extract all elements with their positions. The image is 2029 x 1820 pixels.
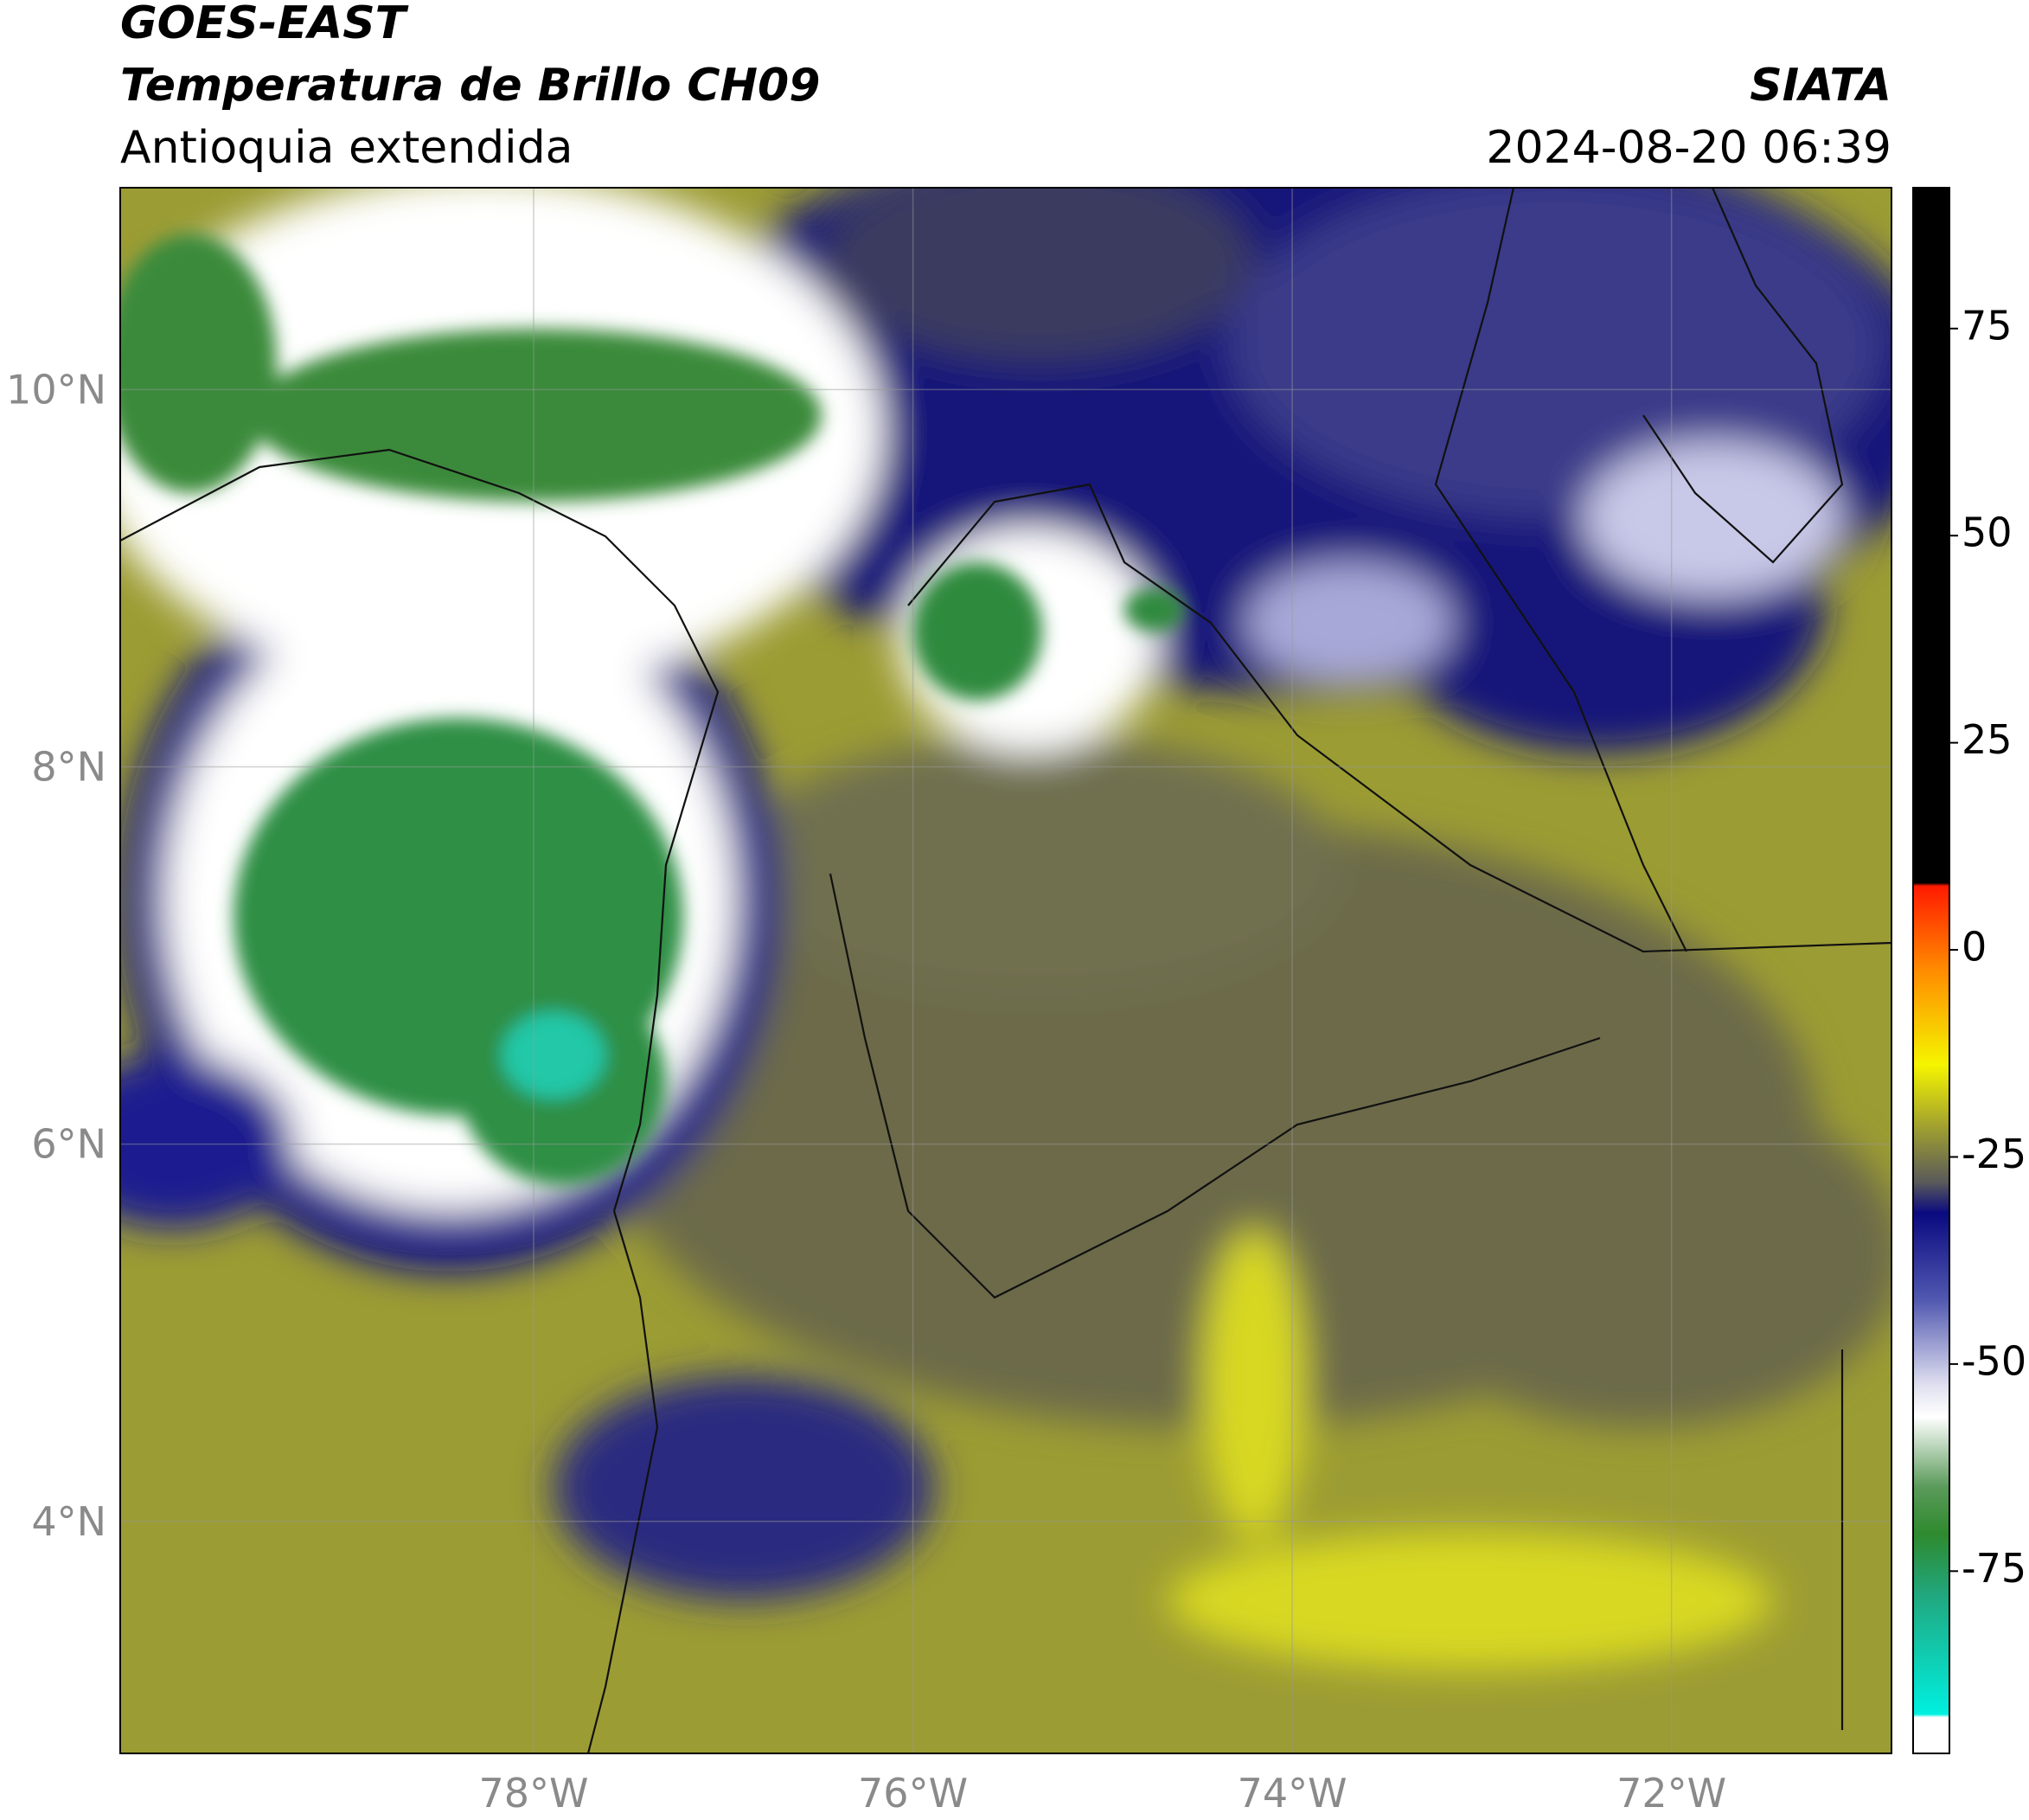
lon-tick-label: 74°W xyxy=(1238,1770,1347,1817)
colorbar-tick-label: -75 xyxy=(1962,1545,2026,1592)
colorbar-tick-label: -50 xyxy=(1962,1337,2026,1384)
colorbar-tick-label: -25 xyxy=(1962,1131,2026,1177)
lat-tick-label: 6°N xyxy=(31,1121,106,1168)
colorbar-tick-label: 50 xyxy=(1962,509,2013,556)
colorbar xyxy=(1912,187,1950,1754)
satellite-image xyxy=(120,188,1891,1753)
lat-tick-label: 10°N xyxy=(6,366,106,413)
lat-tick-label: 8°N xyxy=(31,743,106,790)
colorbar-tick-label: 0 xyxy=(1962,924,1987,971)
colorbar-tick-label: 75 xyxy=(1962,302,2013,349)
region-name: Antioquia extendida xyxy=(120,122,573,174)
colorbar-tick-label: 25 xyxy=(1962,716,2013,763)
grid: 78°W 76°W 74°W 72°W 10°N 8°N 6°N 4°N xyxy=(6,188,1891,1817)
lon-tick-label: 78°W xyxy=(478,1770,588,1817)
header: GOES-EAST Temperatura de Brillo CH09 Ant… xyxy=(120,0,1891,174)
lat-tick-label: 4°N xyxy=(31,1498,106,1545)
map-frame xyxy=(119,187,1892,1754)
product-title: Temperatura de Brillo CH09 xyxy=(120,60,820,112)
colorbar-ticks: 75 50 25 0 -25 -50 -75 xyxy=(1949,302,2026,1592)
satellite-name: GOES-EAST xyxy=(120,0,409,49)
source-name: SIATA xyxy=(1750,60,1891,112)
datetime: 2024-08-20 06:39 xyxy=(1486,122,1891,174)
lon-tick-label: 76°W xyxy=(858,1770,968,1817)
lon-tick-label: 72°W xyxy=(1616,1770,1726,1817)
